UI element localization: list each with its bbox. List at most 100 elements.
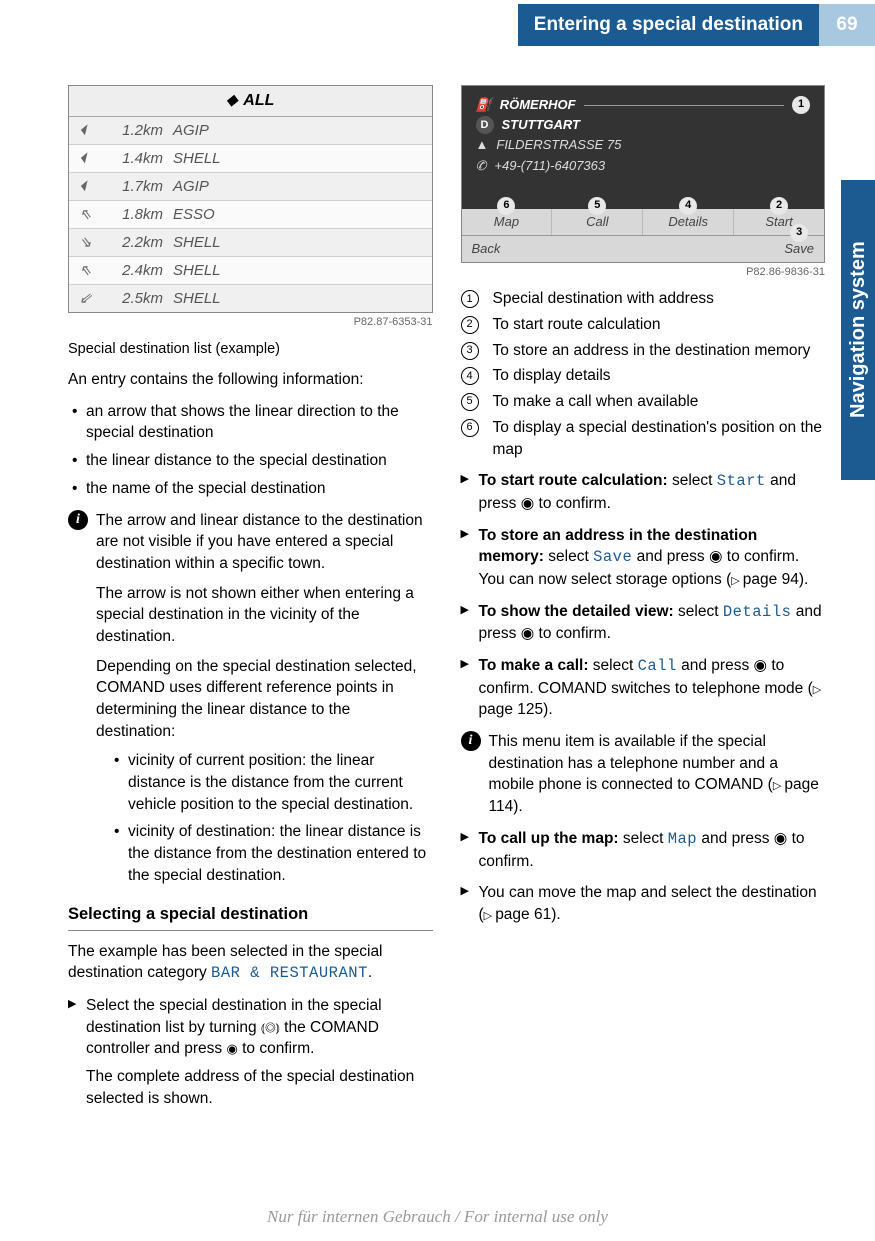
poi-name: SHELL	[173, 260, 221, 281]
direction-icon: ⇘	[79, 232, 97, 253]
info-p2: The arrow is not shown either when enter…	[96, 583, 433, 648]
legend-row: 3 To store an address in the destination …	[461, 340, 826, 362]
image-caption: Special destination list (example)	[68, 339, 433, 359]
poi-distance: 1.8km	[107, 204, 163, 225]
legend-num: 6	[461, 419, 479, 437]
legend-num: 5	[461, 393, 479, 411]
direction-icon: ⏴	[79, 148, 97, 169]
bullet-item: the linear distance to the special desti…	[72, 450, 433, 472]
info-note-1: i The arrow and linear distance to the d…	[68, 510, 433, 887]
bullet-item: the name of the special destination	[72, 478, 433, 500]
dest-name: RÖMERHOF	[500, 96, 576, 114]
header-title: Entering a special destination	[518, 4, 819, 47]
poi-distance: 2.2km	[107, 232, 163, 253]
legend-row: 6 To display a special destination's posi…	[461, 417, 826, 460]
flag-icon: ⬥	[226, 90, 237, 112]
poi-name: SHELL	[173, 148, 221, 169]
instruction-step: To store an address in the destination m…	[461, 525, 826, 591]
page-number: 69	[819, 4, 875, 46]
info-p1: The arrow and linear distance to the des…	[96, 510, 433, 575]
legend-text: To store an address in the destination m…	[493, 340, 811, 362]
poi-distance: 1.2km	[107, 120, 163, 141]
legend-row: 5 To make a call when available	[461, 391, 826, 413]
direction-icon: ⇙	[79, 288, 97, 309]
poi-row: ⇖ 1.8km ESSO	[69, 201, 432, 229]
info-icon: i	[461, 731, 481, 751]
info-p3: Depending on the special destination sel…	[96, 656, 433, 743]
info-icon: i	[68, 510, 88, 530]
poi-row: ⏴ 1.7km AGIP	[69, 173, 432, 201]
step-select-destination: Select the special destination in the sp…	[68, 995, 433, 1109]
image-code: P82.87-6353-31	[68, 315, 433, 330]
badge-1: 1	[792, 96, 810, 114]
instruction-step: To call up the map: select Map and press…	[461, 828, 826, 872]
image2-code: P82.86-9836-31	[461, 265, 826, 280]
save-label: Save	[784, 241, 814, 256]
badge: 5	[588, 197, 606, 215]
step-result: The complete address of the special dest…	[86, 1066, 433, 1109]
badge: 2	[770, 197, 788, 215]
poi-distance: 1.7km	[107, 176, 163, 197]
poi-name: ESSO	[173, 204, 215, 225]
poi-row: ⇙ 2.5km SHELL	[69, 285, 432, 312]
page-content: ⬥ ALL ⏴ 1.2km AGIP ⏴ 1.4km SHELL ⏴ 1.7km AGIP ⇖ 1.…	[68, 85, 825, 1181]
poi-distance: 1.4km	[107, 148, 163, 169]
page-header: Entering a special destination 69	[0, 0, 875, 50]
menu-item: 5Call	[552, 209, 643, 235]
poi-distance: 2.4km	[107, 260, 163, 281]
poi-name: AGIP	[173, 176, 209, 197]
intro-text: An entry contains the following informat…	[68, 369, 433, 391]
legend-text: To make a call when available	[493, 391, 699, 413]
info-note-2: i This menu item is available if the spe…	[461, 731, 826, 818]
legend-num: 1	[461, 290, 479, 308]
legend-row: 1 Special destination with address	[461, 288, 826, 310]
poi-list-screenshot: ⬥ ALL ⏴ 1.2km AGIP ⏴ 1.4km SHELL ⏴ 1.7km AGIP ⇖ 1.…	[68, 85, 433, 313]
instruction-step: To start route calculation: select Start…	[461, 470, 826, 514]
instruction-step: To show the detailed view: select Detail…	[461, 601, 826, 645]
badge: 4	[679, 197, 697, 215]
poi-name: SHELL	[173, 288, 221, 309]
instruction-step: To make a call: select Call and press ◉ …	[461, 655, 826, 721]
instruction-step: You can move the map and select the dest…	[461, 882, 826, 925]
legend-list: 1 Special destination with address 2 To sta…	[461, 288, 826, 460]
poi-name: SHELL	[173, 232, 221, 253]
menu-item: 2Start	[734, 209, 824, 235]
section-tab: Navigation system	[841, 180, 875, 480]
legend-num: 3	[461, 342, 479, 360]
info-bullets: an arrow that shows the linear direction…	[68, 401, 433, 500]
direction-icon: ⏴	[79, 176, 97, 197]
footer-watermark: Nur für internen Gebrauch / For internal…	[0, 1205, 875, 1229]
dest-city: STUTTGART	[502, 116, 580, 134]
bullet-item: an arrow that shows the linear direction…	[72, 401, 433, 444]
destination-detail-screenshot: ⛽RÖMERHOF 1 DSTUTTGART ▲FILDERSTRASSE 75…	[461, 85, 826, 263]
direction-icon: ⏴	[79, 120, 97, 141]
sub-bullet-item: vicinity of destination: the linear dist…	[114, 821, 433, 886]
poi-row: ⏴ 1.4km SHELL	[69, 145, 432, 173]
poi-row: ⇘ 2.2km SHELL	[69, 229, 432, 257]
info-sub-bullets: vicinity of current position: the linear…	[96, 750, 433, 886]
legend-row: 2 To start route calculation	[461, 314, 826, 336]
back-label: Back	[462, 236, 511, 262]
poi-name: AGIP	[173, 120, 209, 141]
section-heading: Selecting a special destination	[68, 903, 433, 931]
direction-icon: ⇖	[79, 260, 97, 281]
sub-bullet-item: vicinity of current position: the linear…	[114, 750, 433, 815]
legend-text: To display a special destination's posit…	[493, 417, 826, 460]
legend-num: 4	[461, 367, 479, 385]
dest-phone: +49-(711)-6407363	[494, 157, 605, 175]
legend-text: To start route calculation	[493, 314, 661, 336]
poi-distance: 2.5km	[107, 288, 163, 309]
badge: 6	[497, 197, 515, 215]
example-text: The example has been selected in the spe…	[68, 941, 433, 985]
menu-item: 6Map	[462, 209, 553, 235]
poi-row: ⇖ 2.4km SHELL	[69, 257, 432, 285]
legend-text: To display details	[493, 365, 611, 387]
direction-icon: ⇖	[79, 204, 97, 225]
legend-row: 4 To display details	[461, 365, 826, 387]
menu-item: 4Details	[643, 209, 734, 235]
legend-num: 2	[461, 316, 479, 334]
dest-street: FILDERSTRASSE 75	[496, 136, 621, 154]
filter-label: ALL	[243, 90, 274, 112]
badge-3: 3	[790, 224, 808, 242]
legend-text: Special destination with address	[493, 288, 714, 310]
